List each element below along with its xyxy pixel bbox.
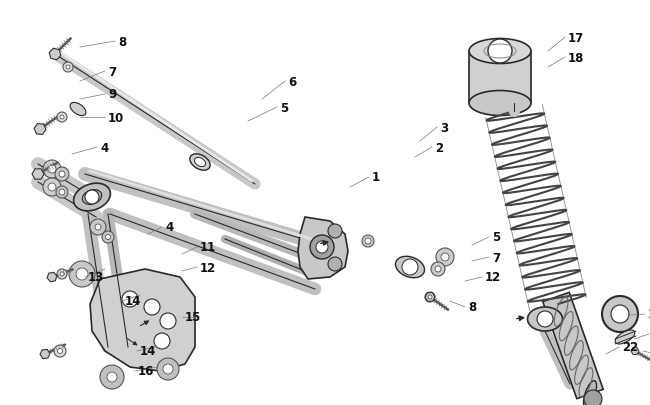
Ellipse shape bbox=[469, 91, 531, 116]
Text: 11: 11 bbox=[200, 241, 216, 254]
Polygon shape bbox=[469, 52, 531, 104]
Text: 14: 14 bbox=[140, 345, 157, 358]
Circle shape bbox=[122, 291, 138, 307]
Circle shape bbox=[425, 292, 435, 302]
Circle shape bbox=[105, 235, 110, 240]
Text: 13: 13 bbox=[88, 271, 104, 284]
Ellipse shape bbox=[395, 257, 424, 278]
Circle shape bbox=[95, 224, 101, 230]
Text: 1: 1 bbox=[372, 171, 380, 184]
Text: 12: 12 bbox=[485, 271, 501, 284]
Circle shape bbox=[584, 390, 602, 405]
Circle shape bbox=[57, 349, 62, 354]
Circle shape bbox=[48, 166, 56, 174]
Ellipse shape bbox=[70, 103, 86, 116]
Circle shape bbox=[90, 220, 106, 235]
Circle shape bbox=[43, 179, 61, 196]
Circle shape bbox=[611, 305, 629, 323]
Text: 12: 12 bbox=[200, 261, 216, 274]
Circle shape bbox=[488, 40, 512, 64]
Text: 5: 5 bbox=[492, 231, 500, 244]
Text: 6: 6 bbox=[288, 75, 296, 88]
Circle shape bbox=[55, 168, 69, 181]
Text: 22: 22 bbox=[622, 341, 638, 354]
Circle shape bbox=[85, 190, 99, 205]
Circle shape bbox=[428, 295, 432, 299]
Ellipse shape bbox=[194, 158, 205, 167]
Circle shape bbox=[328, 224, 342, 239]
Ellipse shape bbox=[584, 381, 597, 405]
Ellipse shape bbox=[615, 330, 635, 344]
Circle shape bbox=[54, 345, 66, 357]
Circle shape bbox=[602, 296, 638, 332]
Text: 4: 4 bbox=[165, 221, 174, 234]
Polygon shape bbox=[543, 293, 603, 399]
Circle shape bbox=[57, 113, 67, 123]
Circle shape bbox=[60, 116, 64, 120]
Circle shape bbox=[144, 299, 160, 315]
Text: 8: 8 bbox=[118, 35, 126, 48]
Circle shape bbox=[435, 266, 441, 272]
Circle shape bbox=[402, 259, 418, 275]
Polygon shape bbox=[298, 217, 348, 279]
Circle shape bbox=[57, 269, 67, 279]
Text: 7: 7 bbox=[492, 251, 500, 264]
Circle shape bbox=[63, 63, 73, 73]
Ellipse shape bbox=[469, 39, 531, 64]
Circle shape bbox=[537, 311, 553, 327]
Circle shape bbox=[69, 261, 95, 287]
Text: 5: 5 bbox=[280, 101, 288, 114]
Text: 9: 9 bbox=[108, 88, 116, 101]
Circle shape bbox=[100, 365, 124, 389]
Circle shape bbox=[102, 231, 114, 243]
Text: 3: 3 bbox=[440, 121, 448, 134]
Circle shape bbox=[107, 372, 117, 382]
Text: 14: 14 bbox=[125, 295, 142, 308]
Circle shape bbox=[310, 235, 334, 259]
Text: 18: 18 bbox=[568, 51, 584, 64]
Text: 16: 16 bbox=[138, 364, 155, 377]
Circle shape bbox=[316, 241, 328, 254]
Polygon shape bbox=[90, 269, 195, 371]
Circle shape bbox=[48, 183, 56, 192]
Circle shape bbox=[441, 254, 449, 261]
Circle shape bbox=[365, 239, 371, 244]
Ellipse shape bbox=[528, 307, 562, 331]
Circle shape bbox=[56, 187, 68, 198]
Ellipse shape bbox=[190, 154, 210, 171]
Text: 2: 2 bbox=[435, 141, 443, 154]
Circle shape bbox=[160, 313, 176, 329]
Text: 19: 19 bbox=[648, 308, 650, 321]
Circle shape bbox=[328, 257, 342, 271]
Ellipse shape bbox=[83, 190, 101, 205]
Circle shape bbox=[43, 161, 61, 179]
Circle shape bbox=[436, 248, 454, 266]
Circle shape bbox=[154, 333, 170, 349]
Ellipse shape bbox=[73, 184, 110, 211]
Text: 7: 7 bbox=[108, 65, 116, 78]
Text: 17: 17 bbox=[568, 32, 584, 45]
Circle shape bbox=[66, 66, 70, 70]
Circle shape bbox=[157, 358, 179, 380]
Circle shape bbox=[76, 269, 88, 280]
Text: 8: 8 bbox=[468, 301, 476, 314]
Circle shape bbox=[362, 235, 374, 247]
Circle shape bbox=[163, 364, 173, 374]
Circle shape bbox=[431, 262, 445, 276]
Text: 10: 10 bbox=[108, 111, 124, 124]
Text: 4: 4 bbox=[100, 141, 109, 154]
Circle shape bbox=[59, 190, 65, 196]
Text: 15: 15 bbox=[185, 311, 202, 324]
Circle shape bbox=[59, 172, 65, 177]
Circle shape bbox=[60, 272, 64, 276]
